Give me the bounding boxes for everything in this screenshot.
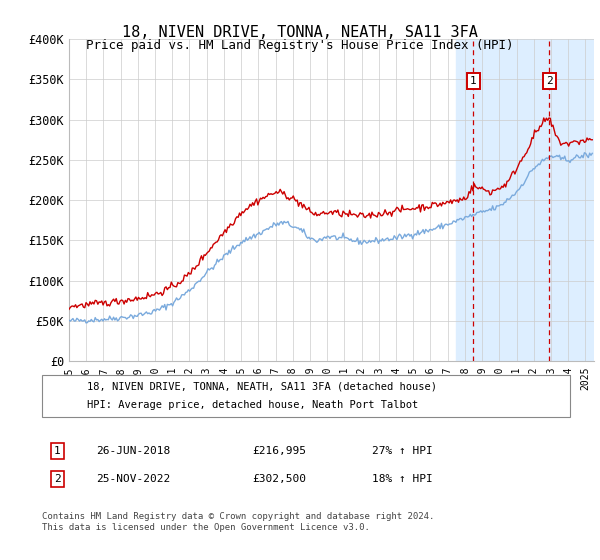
Text: HPI: Average price, detached house, Neath Port Talbot: HPI: Average price, detached house, Neat…	[87, 400, 418, 410]
Bar	[456, 39, 594, 361]
Text: Contains HM Land Registry data © Crown copyright and database right 2024.
This d: Contains HM Land Registry data © Crown c…	[42, 512, 434, 532]
Text: 27% ↑ HPI: 27% ↑ HPI	[372, 446, 433, 456]
Text: 18, NIVEN DRIVE, TONNA, NEATH, SA11 3FA (detached house): 18, NIVEN DRIVE, TONNA, NEATH, SA11 3FA …	[87, 382, 437, 392]
Text: Price paid vs. HM Land Registry's House Price Index (HPI): Price paid vs. HM Land Registry's House …	[86, 39, 514, 52]
Text: 18% ↑ HPI: 18% ↑ HPI	[372, 474, 433, 484]
Text: 1: 1	[54, 446, 61, 456]
Text: 18, NIVEN DRIVE, TONNA, NEATH, SA11 3FA: 18, NIVEN DRIVE, TONNA, NEATH, SA11 3FA	[122, 25, 478, 40]
Text: £302,500: £302,500	[252, 474, 306, 484]
Text: 1: 1	[470, 76, 477, 86]
Text: 2: 2	[546, 76, 553, 86]
Text: 26-JUN-2018: 26-JUN-2018	[96, 446, 170, 456]
Text: 2: 2	[54, 474, 61, 484]
Text: £216,995: £216,995	[252, 446, 306, 456]
Text: 25-NOV-2022: 25-NOV-2022	[96, 474, 170, 484]
